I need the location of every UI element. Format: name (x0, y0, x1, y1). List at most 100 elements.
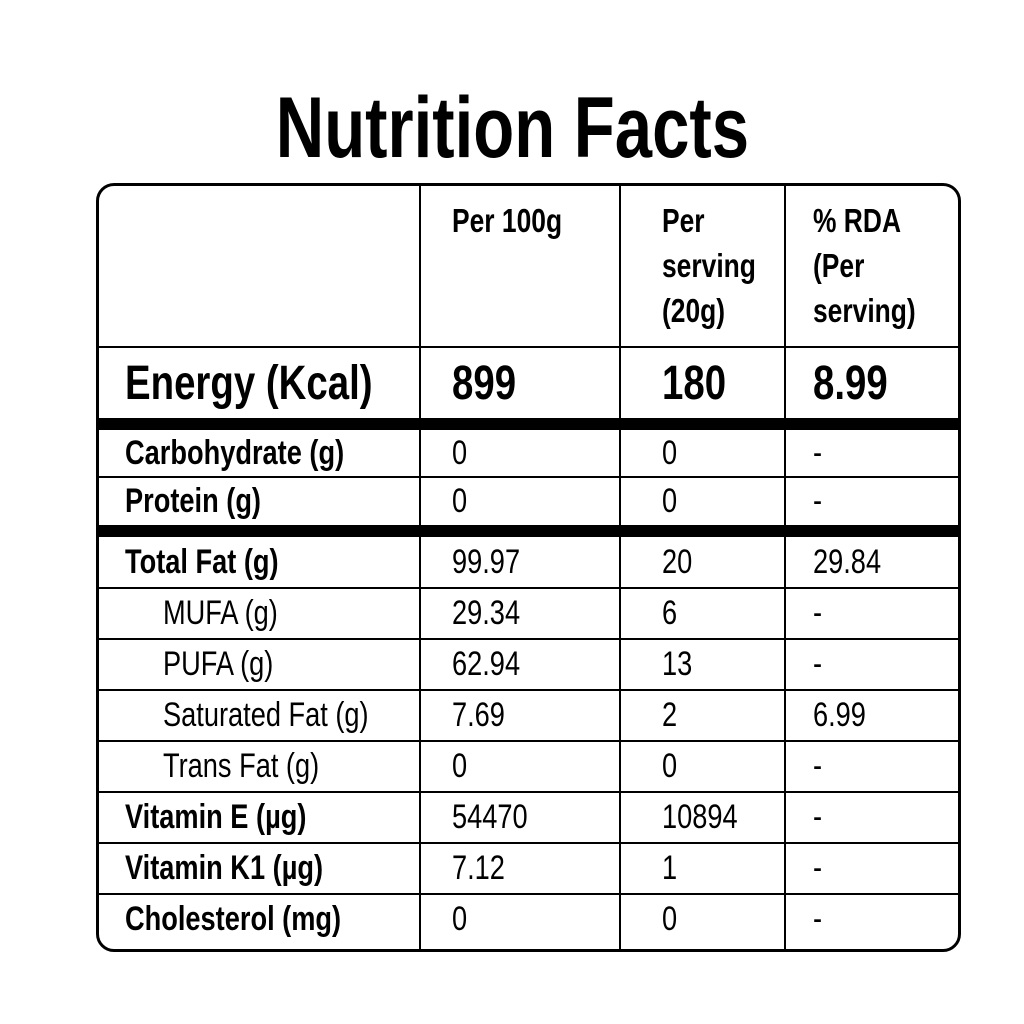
value-cell: 7.12 (452, 843, 518, 894)
header-line: % RDA (813, 202, 902, 239)
row-divider (97, 791, 960, 793)
value-text: 10894 (662, 798, 738, 836)
label-text: Trans Fat (g) (163, 747, 320, 785)
value-cell: 0 (662, 477, 681, 525)
label-text: Vitamin E (µg) (125, 798, 307, 836)
column-header: Per serving (20g) (662, 198, 779, 333)
value-cell: 13 (662, 639, 700, 690)
row-label: MUFA (g) (163, 588, 307, 639)
value-text: 2 (662, 696, 678, 734)
label-text: Saturated Fat (g) (163, 696, 369, 734)
row-label: Carbohydrate (g) (125, 430, 399, 477)
value-cell: - (813, 792, 824, 843)
header-line: Per (662, 202, 705, 239)
value-text: 0 (452, 481, 468, 520)
label-text: Total Fat (g) (125, 543, 279, 581)
value-cell: - (813, 588, 824, 639)
value-text: 0 (452, 434, 468, 472)
value-text: 0 (662, 747, 678, 785)
value-cell: 54470 (452, 792, 547, 843)
value-text: 20 (662, 543, 693, 581)
column-header: Per 100g (452, 198, 590, 243)
header-line: serving (662, 247, 756, 284)
value-text: - (813, 481, 823, 520)
value-text: 54470 (452, 798, 528, 836)
value-cell: - (813, 894, 824, 945)
value-cell: 7.69 (452, 690, 518, 741)
value-text: - (813, 434, 823, 472)
row-divider (97, 587, 960, 589)
value-cell: 8.99 (813, 348, 906, 418)
value-cell: 2 (662, 690, 681, 741)
column-divider (784, 184, 786, 951)
row-divider (97, 842, 960, 844)
row-divider (97, 689, 960, 691)
label-text: Energy (Kcal) (125, 356, 373, 410)
row-label: Vitamin K1 (µg) (125, 843, 373, 894)
row-label: Trans Fat (g) (163, 741, 358, 792)
label-text: Vitamin K1 (µg) (125, 849, 324, 887)
row-label: PUFA (g) (163, 639, 301, 690)
value-text: 0 (662, 481, 678, 520)
value-text: 0 (662, 434, 678, 472)
value-text: - (813, 900, 823, 938)
section-divider (97, 525, 960, 537)
value-cell: 899 (452, 348, 532, 418)
row-label: Protein (g) (125, 477, 295, 525)
section-divider (97, 418, 960, 430)
value-text: 180 (662, 356, 727, 410)
value-cell: 20 (662, 537, 700, 588)
value-text: - (813, 798, 823, 836)
row-label: Vitamin E (µg) (125, 792, 352, 843)
value-cell: - (813, 430, 824, 477)
value-cell: - (813, 639, 824, 690)
value-text: 6.99 (813, 696, 866, 734)
value-cell: - (813, 477, 824, 525)
value-text: 7.12 (452, 849, 505, 887)
row-divider (97, 740, 960, 742)
value-cell: 29.84 (813, 537, 898, 588)
value-cell: 6 (662, 588, 681, 639)
row-divider (97, 346, 960, 348)
header-line: (20g) (662, 292, 726, 329)
label-text: Cholesterol (mg) (125, 900, 342, 938)
row-label: Saturated Fat (g) (163, 690, 420, 741)
value-cell: 0 (452, 741, 471, 792)
value-text: 29.34 (452, 594, 521, 632)
value-text: - (813, 747, 823, 785)
value-cell: 1 (662, 843, 681, 894)
value-cell: - (813, 843, 824, 894)
value-text: 13 (662, 645, 693, 683)
value-text: 62.94 (452, 645, 521, 683)
label-text: PUFA (g) (163, 645, 274, 683)
value-text: 6 (662, 594, 678, 632)
title: Nutrition Facts (275, 80, 749, 176)
value-text: 8.99 (813, 356, 888, 410)
value-cell: 0 (662, 894, 681, 945)
column-divider (419, 184, 421, 951)
value-cell: 29.34 (452, 588, 537, 639)
value-text: - (813, 645, 823, 683)
value-text: 1 (662, 849, 678, 887)
value-text: 99.97 (452, 543, 521, 581)
row-divider (97, 476, 960, 478)
value-cell: 0 (452, 430, 471, 477)
header-line: Per 100g (452, 202, 563, 239)
value-text: 0 (662, 900, 678, 938)
value-text: - (813, 849, 823, 887)
column-divider (619, 184, 621, 951)
value-text: 899 (452, 356, 517, 410)
column-header: % RDA (Per serving) (813, 198, 941, 333)
row-label: Cholesterol (mg) (125, 894, 395, 945)
value-text: 0 (452, 747, 468, 785)
value-cell: 6.99 (813, 690, 879, 741)
row-divider (97, 893, 960, 895)
header-line: (Per (813, 247, 865, 284)
value-cell: 99.97 (452, 537, 537, 588)
value-text: 7.69 (452, 696, 505, 734)
value-cell: 10894 (662, 792, 757, 843)
value-cell: - (813, 741, 824, 792)
value-cell: 0 (452, 477, 471, 525)
value-cell: 62.94 (452, 639, 537, 690)
